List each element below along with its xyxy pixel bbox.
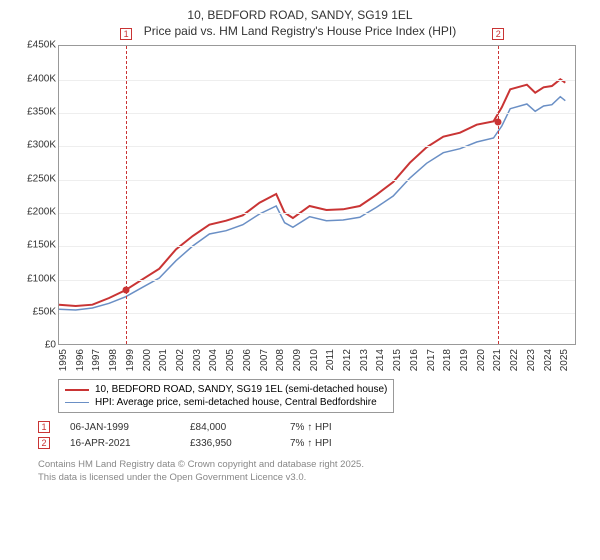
legend-label: HPI: Average price, semi-detached house,…	[95, 397, 377, 408]
y-tick-label: £300K	[16, 140, 56, 151]
sale-price: £336,950	[190, 438, 270, 449]
y-tick-label: £0	[16, 340, 56, 351]
sale-price: £84,000	[190, 422, 270, 433]
sale-marker-line	[126, 46, 127, 344]
sale-marker-box: 1	[120, 28, 132, 40]
sale-marker-line	[498, 46, 499, 344]
y-tick-label: £100K	[16, 273, 56, 284]
sale-data-point	[123, 287, 130, 294]
legend: 10, BEDFORD ROAD, SANDY, SG19 1EL (semi-…	[58, 379, 394, 413]
footer-attribution: Contains HM Land Registry data © Crown c…	[38, 459, 588, 484]
sale-marker-box: 2	[492, 28, 504, 40]
series-line-hpi	[59, 97, 565, 310]
y-tick-label: £250K	[16, 173, 56, 184]
sale-delta: 7% ↑ HPI	[290, 438, 332, 449]
sales-table: 1 06-JAN-1999 £84,000 7% ↑ HPI 2 16-APR-2021 £…	[38, 419, 588, 451]
sale-delta: 7% ↑ HPI	[290, 422, 332, 433]
sale-row: 2 16-APR-2021 £336,950 7% ↑ HPI	[38, 435, 588, 451]
y-tick-label: £350K	[16, 106, 56, 117]
sale-date: 16-APR-2021	[70, 438, 170, 449]
legend-line-swatch	[65, 389, 89, 391]
title-line-1: 10, BEDFORD ROAD, SANDY, SG19 1EL	[12, 8, 588, 24]
y-tick-label: £50K	[16, 306, 56, 317]
y-tick-label: £150K	[16, 240, 56, 251]
y-tick-label: £400K	[16, 73, 56, 84]
legend-item: HPI: Average price, semi-detached house,…	[65, 396, 387, 409]
sale-date: 06-JAN-1999	[70, 422, 170, 433]
y-tick-label: £200K	[16, 206, 56, 217]
chart-area: £0 £50K £100K £150K £200K £250K £300K £350K £400…	[16, 45, 576, 375]
legend-label: 10, BEDFORD ROAD, SANDY, SG19 1EL (semi-…	[95, 384, 387, 395]
x-tick-label: 2025	[559, 349, 589, 371]
legend-line-swatch	[65, 402, 89, 403]
plot-area: 12	[58, 45, 576, 345]
y-tick-label: £450K	[16, 40, 56, 51]
sale-id-box: 1	[38, 421, 50, 433]
footer-line-1: Contains HM Land Registry data © Crown c…	[38, 459, 588, 471]
sale-row: 1 06-JAN-1999 £84,000 7% ↑ HPI	[38, 419, 588, 435]
sale-data-point	[495, 118, 502, 125]
chart-container: 10, BEDFORD ROAD, SANDY, SG19 1EL Price …	[0, 0, 600, 560]
sale-id-box: 2	[38, 437, 50, 449]
footer-line-2: This data is licensed under the Open Gov…	[38, 472, 588, 484]
legend-item: 10, BEDFORD ROAD, SANDY, SG19 1EL (semi-…	[65, 383, 387, 396]
